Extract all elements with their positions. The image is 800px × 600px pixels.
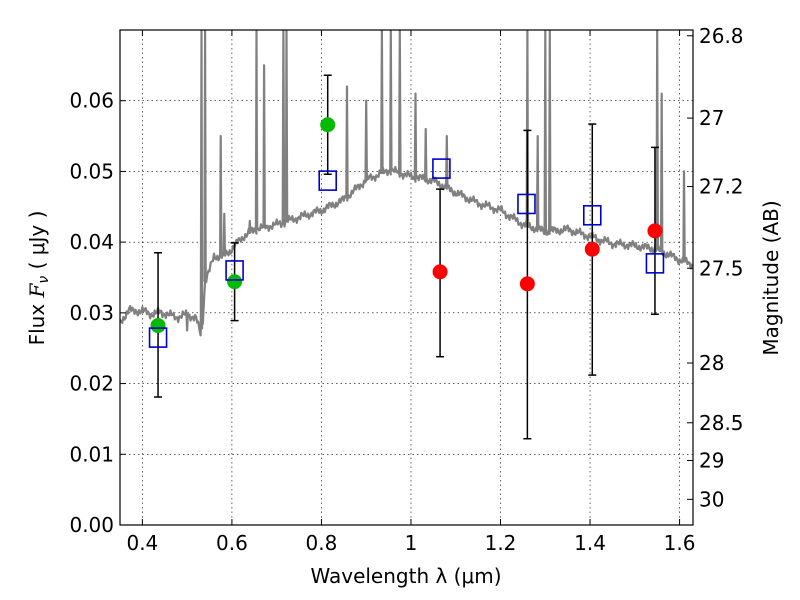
magnitude-tick-label: 29 xyxy=(699,449,724,473)
x-axis-label: Wavelength λ (μm) xyxy=(310,564,501,588)
red-data-point xyxy=(584,241,600,257)
model-photometry-square xyxy=(148,327,168,348)
y-tick-label: 0.00 xyxy=(69,513,114,537)
x-tick-label: 0.6 xyxy=(216,531,248,555)
green-data-point xyxy=(150,318,166,334)
magnitude-tick-label: 27.2 xyxy=(699,175,744,199)
x-tick-label: 1.4 xyxy=(574,531,606,555)
red-data-point xyxy=(432,264,448,280)
magnitude-axis-label: Magnitude (AB) xyxy=(759,200,783,355)
model-photometry-square xyxy=(645,253,665,274)
x-tick-label: 0.4 xyxy=(126,531,158,555)
axis-ticks: 0.4 0.6 0.8 1 1.2 1.4 1.6 0.00 0.01 0.02 0.03 0.04 0… xyxy=(69,24,743,555)
model-spectrum xyxy=(120,30,693,337)
model-photometry-square xyxy=(318,170,338,191)
green-data-point xyxy=(320,117,336,133)
plot-area xyxy=(120,30,693,440)
y-tick-label: 0.04 xyxy=(69,230,114,254)
y-tick-label: 0.03 xyxy=(69,301,114,325)
magnitude-tick-label: 27 xyxy=(699,106,724,130)
x-tick-label: 0.8 xyxy=(306,531,338,555)
x-tick-label: 1.2 xyxy=(485,531,517,555)
magnitude-tick-label: 26.8 xyxy=(699,24,744,48)
magnitude-tick-label: 28 xyxy=(699,351,724,375)
y-tick-label: 0.02 xyxy=(69,372,114,396)
red-data-point xyxy=(519,276,535,292)
x-tick-label: 1 xyxy=(405,531,418,555)
green-data-point xyxy=(227,274,243,290)
y-tick-label: 0.05 xyxy=(69,159,114,183)
model-photometry-square xyxy=(225,260,244,281)
model-spectrum-line xyxy=(120,30,693,337)
model-photometry-square xyxy=(582,204,602,226)
y-axis-label: Flux Fν ( μJy ) xyxy=(25,211,52,346)
magnitude-tick-label: 30 xyxy=(699,487,724,511)
data-markers xyxy=(148,74,665,440)
y-tick-label: 0.06 xyxy=(69,89,114,113)
plot-frame xyxy=(119,29,694,526)
magnitude-tick-label: 27.5 xyxy=(699,256,744,280)
magnitude-tick-label: 28.5 xyxy=(699,411,744,435)
model-photometry-square xyxy=(432,158,451,179)
model-photometry-square xyxy=(517,193,536,215)
x-tick-label: 1.6 xyxy=(664,531,696,555)
y-tick-label: 0.01 xyxy=(69,442,114,466)
red-data-point xyxy=(647,223,663,239)
